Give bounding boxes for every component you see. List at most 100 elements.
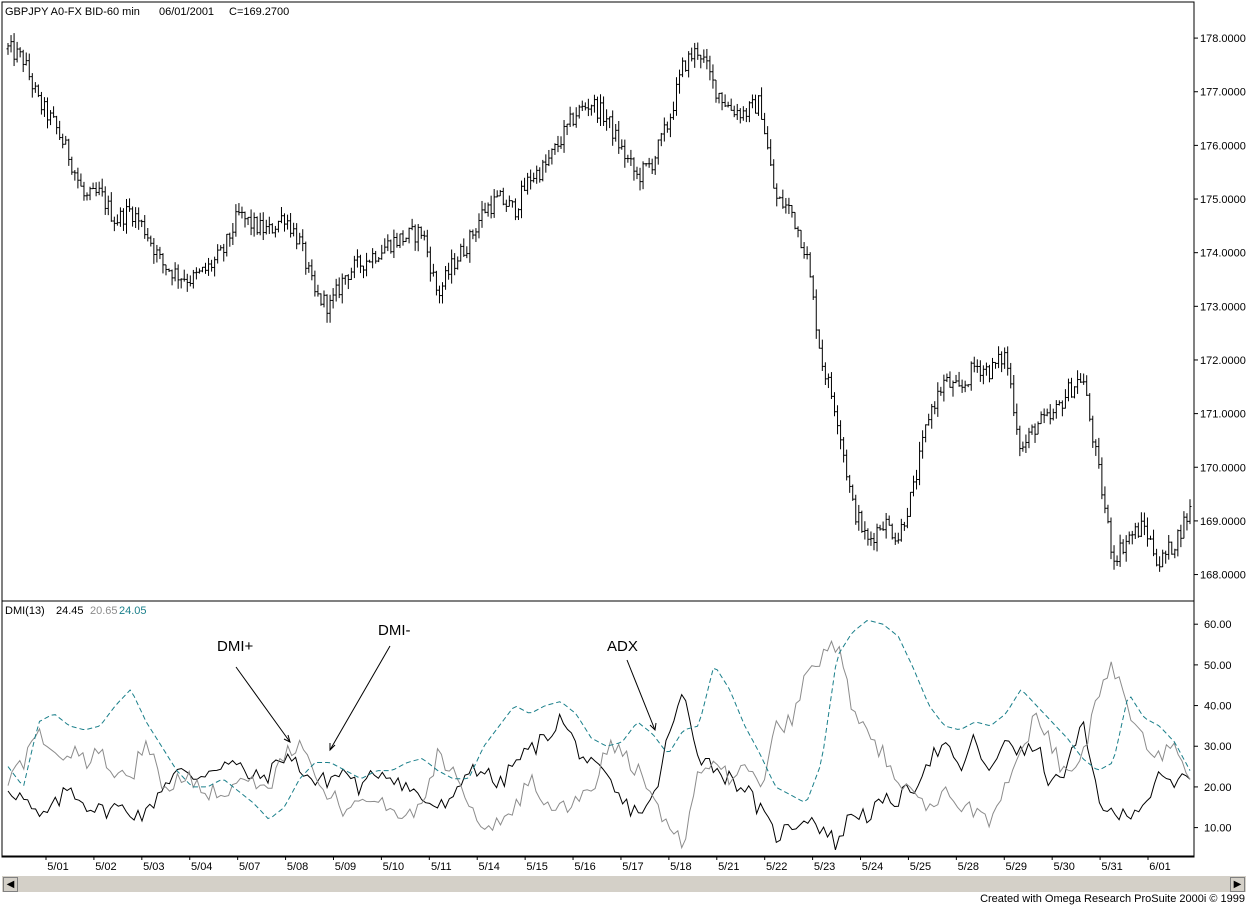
- price-bar: [386, 234, 390, 252]
- price-bar: [188, 275, 192, 287]
- price-bar: [1103, 486, 1107, 514]
- price-bar: [942, 374, 946, 402]
- price-bar: [766, 126, 770, 150]
- price-bar: [1109, 517, 1113, 560]
- price-bar: [121, 208, 125, 231]
- price-bar: [39, 91, 43, 115]
- price-bar: [368, 259, 372, 263]
- scroll-right-button[interactable]: ▶: [1230, 877, 1245, 892]
- price-bar: [1030, 424, 1034, 435]
- price-bar: [55, 115, 59, 135]
- chart-canvas[interactable]: 168.0000 169.0000 170.0000 171.0000 172.0000…: [0, 0, 1249, 875]
- price-bar: [112, 216, 116, 232]
- price-bar: [550, 148, 554, 165]
- price-bar: [565, 123, 569, 136]
- dmi-minus-arrowhead: [329, 743, 336, 752]
- plot-frame: [1, 1, 1195, 858]
- price-bar: [483, 202, 487, 214]
- price-bar: [167, 268, 171, 272]
- footer-credit: Created with Omega Research ProSuite 200…: [980, 893, 1245, 905]
- price-bar: [286, 214, 290, 230]
- price-bar: [267, 216, 271, 234]
- price-bar: [1124, 535, 1128, 562]
- dmi-value-1: 24.45: [56, 605, 84, 617]
- price-bar: [1060, 400, 1064, 417]
- time-tick-label: 5/18: [670, 861, 691, 873]
- price-bar: [222, 243, 226, 262]
- price-bars: [6, 33, 1192, 572]
- price-bar: [434, 270, 438, 296]
- price-tick-label: 168.0000: [1200, 570, 1246, 582]
- price-bar: [1066, 378, 1070, 402]
- price-bar: [1006, 346, 1010, 376]
- price-bar: [128, 198, 132, 212]
- price-bar: [659, 132, 663, 147]
- price-bar: [428, 246, 432, 282]
- price-bar: [957, 371, 961, 387]
- price-bar: [404, 237, 408, 243]
- price-bar: [741, 106, 745, 121]
- horizontal-scrollbar[interactable]: ◀ ▶: [2, 875, 1246, 892]
- price-bar: [419, 226, 423, 239]
- price-bar: [9, 35, 13, 53]
- price-bar: [249, 209, 253, 236]
- price-bar: [687, 51, 691, 78]
- time-tick-label: 5/08: [287, 861, 308, 873]
- price-bar: [88, 186, 92, 201]
- price-bar: [1127, 531, 1131, 545]
- price-bar: [805, 246, 809, 260]
- price-bar: [1188, 499, 1192, 525]
- price-bar: [42, 97, 46, 117]
- price-bar: [24, 52, 28, 66]
- price-bar: [1148, 535, 1152, 540]
- price-bar: [279, 207, 283, 224]
- price-bar: [477, 213, 481, 239]
- price-bar: [948, 371, 952, 388]
- price-bar: [750, 94, 754, 109]
- price-bar: [325, 294, 329, 323]
- price-bar: [27, 53, 31, 81]
- price-bar: [605, 109, 609, 131]
- price-bar: [665, 121, 669, 133]
- time-tick-label: 5/28: [958, 861, 979, 873]
- price-bar: [842, 437, 846, 463]
- price-bar: [902, 521, 906, 531]
- price-bar: [152, 238, 156, 264]
- price-bar: [334, 278, 338, 302]
- price-bar: [30, 73, 34, 98]
- price-bar: [760, 87, 764, 120]
- price-bar: [896, 532, 900, 544]
- price-bar: [292, 222, 296, 237]
- price-bar: [562, 120, 566, 153]
- scroll-left-button[interactable]: ◀: [3, 877, 18, 892]
- price-bar: [1069, 377, 1073, 398]
- price-bar: [611, 110, 615, 146]
- price-bar: [1091, 415, 1095, 448]
- symbol-label: GBPJPY A0-FX BID-60 min: [5, 6, 140, 18]
- price-bar: [216, 244, 220, 264]
- price-bar: [753, 94, 757, 114]
- price-bar: [346, 274, 350, 290]
- price-bar: [283, 213, 287, 232]
- price-bar: [258, 212, 262, 236]
- price-bar: [79, 173, 83, 187]
- price-bar: [468, 229, 472, 263]
- dmi-axis: 10.00 20.00 30.00 40.00 50.00 60.00: [1194, 619, 1232, 835]
- price-bar: [757, 95, 761, 116]
- price-bar: [984, 362, 988, 376]
- price-bar: [228, 232, 232, 247]
- price-bar: [1048, 404, 1052, 425]
- price-bar: [559, 136, 563, 149]
- time-tick-label: 5/07: [239, 861, 260, 873]
- price-tick-label: 171.0000: [1200, 409, 1246, 421]
- dmi-tick-label: 60.00: [1204, 619, 1232, 631]
- price-bar: [908, 491, 912, 517]
- price-bar: [535, 165, 539, 184]
- price-bar: [1012, 374, 1016, 417]
- price-bar: [76, 167, 80, 189]
- price-bar: [179, 278, 183, 289]
- price-bar: [602, 96, 606, 126]
- time-tick-label: 5/16: [574, 861, 595, 873]
- price-bar: [705, 48, 709, 70]
- price-bar: [489, 195, 493, 219]
